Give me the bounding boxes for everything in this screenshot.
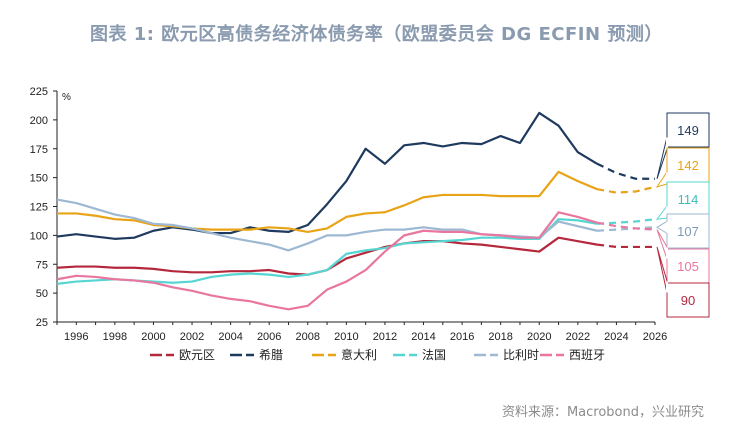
x-tick-label: 1998 [103,331,127,343]
x-tick-label: 2010 [334,331,358,343]
callout-value: 149 [677,123,699,138]
y-tick-label: 150 [30,173,48,185]
callout-value: 142 [677,158,699,173]
y-tick-label: 75 [36,259,48,271]
x-tick-label: 2022 [566,331,590,343]
y-tick-label: 125 [30,202,48,214]
y-tick-label: 225 [30,86,48,98]
x-tick-label: 2020 [527,331,551,343]
x-tick-label: 2018 [488,331,512,343]
callout-pointer [655,204,668,220]
x-tick-label: 1996 [64,331,88,343]
series-forecast-line-西班牙 [596,221,656,231]
callout-pointer [656,136,668,179]
callout-box [666,181,710,217]
x-tick-label: 2006 [257,331,281,343]
y-tick-label: 200 [30,115,48,127]
legend-label: 意大利 [341,347,377,362]
callout-box [666,112,710,148]
callout-value: 105 [677,259,699,274]
y-unit-label: % [62,92,71,103]
x-tick-label: 2008 [296,331,320,343]
x-tick-label: 2000 [141,331,165,343]
y-tick-label: 175 [30,144,48,156]
callout-value: 114 [678,192,699,207]
y-tick-label: 100 [30,230,48,242]
legend-label: 希腊 [259,347,283,362]
callout-value: 90 [681,293,695,308]
x-tick-label: 2002 [180,331,204,343]
series-forecast-line-比利时 [597,226,656,232]
legend-label: 欧元区 [179,348,215,362]
x-tick-label: 2012 [373,331,397,343]
x-tick-label: 2026 [643,331,667,343]
series-forecast-line-法国 [597,218,656,225]
legend-label: 法国 [422,348,446,362]
x-tick-label: 2024 [604,331,628,343]
x-tick-label: 2004 [218,331,242,343]
series-line-比利时 [56,198,598,252]
series-line-西班牙 [56,211,598,311]
x-tick-label: 2016 [450,331,474,343]
legend-label: 比利时 [503,348,539,362]
chart-title: 图表 1: 欧元区高债务经济体债务率（欧盟委员会 DG ECFIN 预测） [90,24,663,45]
series-line-意大利 [57,170,598,234]
series-line-希腊 [56,111,598,240]
series-forecast-line-欧元区 [596,243,655,249]
callout-box [666,213,710,249]
callout-box [666,282,710,318]
source-note: 资料来源：Macrobond，兴业研究 [501,405,704,420]
series-forecast-line-意大利 [596,185,656,194]
x-tick-label: 2014 [411,331,435,343]
callout-box [666,248,710,284]
y-tick-label: 25 [36,317,48,329]
legend-label: 西班牙 [569,348,605,362]
series-forecast-line-希腊 [596,162,655,180]
callout-value: 107 [677,224,699,239]
y-tick-label: 50 [36,288,48,300]
